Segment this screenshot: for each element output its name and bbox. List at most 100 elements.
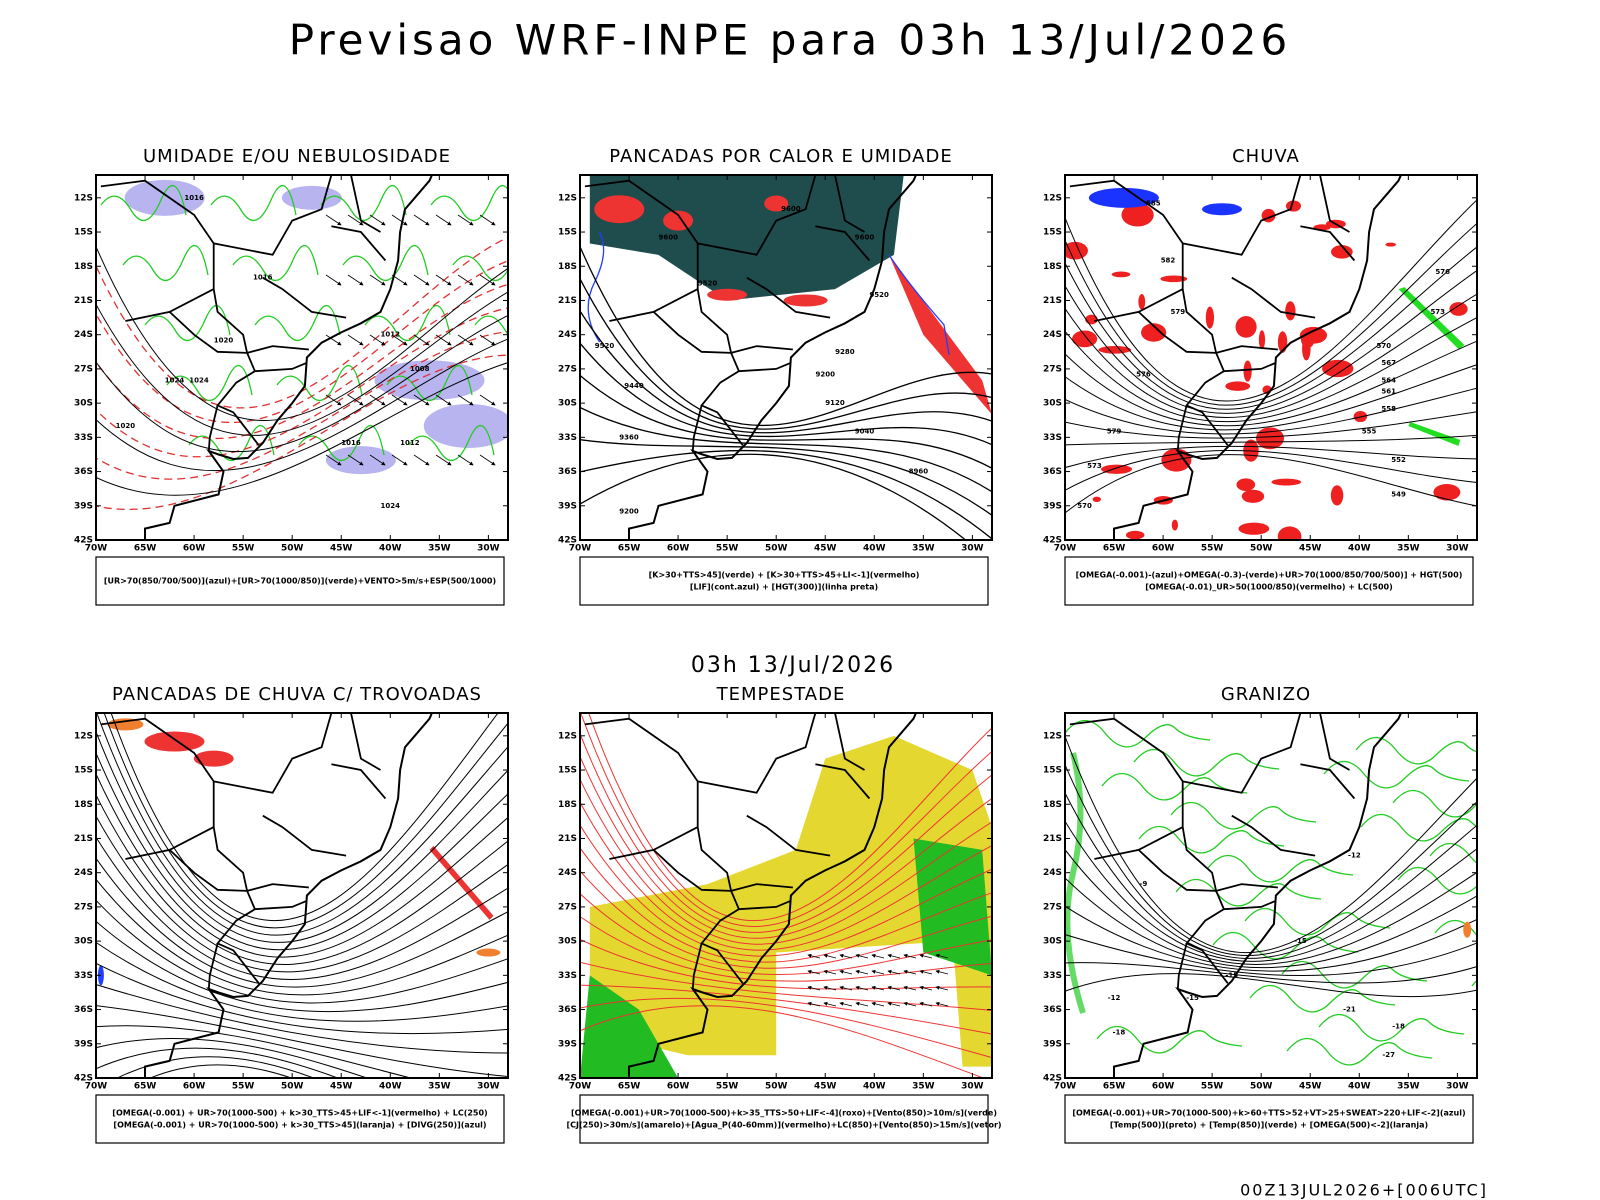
- contour-line: [580, 244, 992, 427]
- lon-tick-label: 70W: [85, 1082, 108, 1092]
- border: [207, 405, 219, 452]
- lon-tick-label: 55W: [716, 544, 739, 554]
- temp850-contour: [1281, 960, 1428, 989]
- contour-line: [1065, 820, 1477, 962]
- border: [584, 717, 699, 860]
- contour-label: 9600: [659, 234, 679, 242]
- contour-line: [96, 354, 508, 511]
- shaded-area: [1225, 381, 1251, 391]
- streamline: [96, 1037, 369, 1078]
- humidity-contour: [254, 305, 341, 341]
- lat-tick-label: 27S: [558, 902, 577, 912]
- contour-label: -18: [1113, 1028, 1126, 1036]
- temp850-contour: [1212, 931, 1359, 960]
- shaded-area: [1322, 359, 1354, 378]
- humidity-contour: [122, 245, 209, 281]
- lon-tick-label: 35W: [912, 544, 935, 554]
- shaded-area: [707, 288, 748, 301]
- contour-label: 9360: [619, 433, 639, 441]
- wind-vector: [479, 334, 496, 346]
- contour-label: 9600: [855, 234, 875, 242]
- lon-tick-label: 60W: [667, 544, 690, 554]
- temp850-contour: [1249, 984, 1396, 1013]
- contour-label: 8960: [909, 468, 929, 476]
- border: [1182, 175, 1302, 256]
- border: [1231, 814, 1316, 857]
- lon-tick-label: 45W: [1299, 1082, 1322, 1092]
- lon-tick-label: 40W: [379, 1082, 402, 1092]
- wind-vector: [479, 274, 496, 286]
- lat-tick-label: 30S: [1043, 937, 1062, 947]
- wind-vector: [855, 953, 869, 959]
- streamline: [580, 961, 992, 1012]
- lat-tick-label: 21S: [1043, 834, 1062, 844]
- lon-tick-label: 40W: [863, 544, 886, 554]
- lat-tick-label: 42S: [74, 536, 93, 546]
- lon-tick-label: 30W: [1446, 1082, 1469, 1092]
- streamline: [96, 772, 508, 958]
- contour-label: 564: [1381, 376, 1396, 384]
- lon-tick-label: 60W: [1152, 544, 1175, 554]
- shaded-area: [193, 750, 234, 767]
- lat-tick-label: 36S: [74, 1005, 93, 1015]
- lat-tick-label: 30S: [558, 399, 577, 409]
- lon-tick-label: 55W: [1201, 1082, 1224, 1092]
- contour-label: 9600: [781, 205, 801, 213]
- border: [696, 288, 744, 446]
- border: [1300, 763, 1356, 800]
- lat-tick-label: 18S: [74, 262, 93, 272]
- contour-line: [1065, 317, 1477, 423]
- humidity-contour: [408, 425, 495, 461]
- map-panel: [96, 713, 508, 1078]
- lat-tick-label: 30S: [74, 937, 93, 947]
- streamline: [96, 835, 508, 980]
- contour-label: -12: [1348, 852, 1361, 860]
- contour-line: [1065, 222, 1477, 406]
- legend-text: [OMEGA(-0.001)-(azul)+OMEGA(-0.3)-(verde…: [1076, 571, 1463, 580]
- lon-tick-label: 70W: [85, 544, 108, 554]
- humidity-contour: [386, 365, 473, 401]
- border: [1215, 345, 1278, 354]
- coastline: [144, 175, 434, 540]
- contour-line: [1065, 848, 1477, 965]
- map-frame: [1064, 712, 1478, 1079]
- contour-label: 576: [1435, 268, 1450, 276]
- shaded-area: [429, 845, 494, 920]
- temp850-contour: [1244, 907, 1391, 936]
- lat-tick-label: 36S: [74, 467, 93, 477]
- streamline: [580, 732, 992, 933]
- temp850-contour: [1096, 1025, 1243, 1054]
- streamline: [96, 1005, 508, 1078]
- streamline: [96, 899, 508, 1004]
- shaded-area: [783, 294, 828, 307]
- lon-tick-label: 50W: [1250, 1082, 1273, 1092]
- contour-label: 582: [1161, 257, 1176, 265]
- lat-tick-label: 39S: [1043, 1039, 1062, 1049]
- streamline: [580, 823, 992, 957]
- temp850-contour: [1065, 752, 1086, 1014]
- contour-line: [580, 438, 992, 517]
- wind-vector: [871, 985, 885, 991]
- lat-tick-label: 42S: [558, 536, 577, 546]
- wind-vector: [919, 985, 933, 991]
- lat-tick-label: 15S: [74, 228, 93, 238]
- lon-tick-label: 65W: [618, 1082, 641, 1092]
- border: [730, 883, 793, 892]
- shaded-area: [1385, 242, 1397, 247]
- panel-title: PANCADAS DE CHUVA C/ TROVOADAS: [112, 684, 482, 705]
- lat-tick-label: 27S: [74, 902, 93, 912]
- legend-text: [UR>70(850/700/500)](azul)+[UR>70(1000/8…: [104, 577, 496, 586]
- lat-tick-label: 21S: [1043, 296, 1062, 306]
- map-panel: 9600 9600 9600 9520 9520 9520 9440 9360 9280 9200…: [580, 175, 992, 540]
- legend-box: [1064, 556, 1474, 606]
- shaded-area: [1098, 345, 1132, 354]
- legend-text: [OMEGA(-0.001)+UR>70(1000-500)+k>60+TTS>…: [1072, 1109, 1465, 1118]
- shaded-area: [1138, 293, 1146, 310]
- wind-vector: [823, 1001, 837, 1007]
- streamline: [96, 814, 508, 973]
- lon-tick-label: 70W: [569, 1082, 592, 1092]
- contour-label: 573: [1430, 308, 1445, 316]
- temp850-contour: [1471, 979, 1477, 987]
- wind-vector: [807, 969, 821, 975]
